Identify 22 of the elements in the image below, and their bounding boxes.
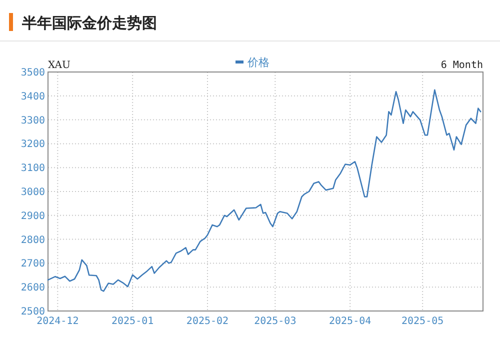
line-series bbox=[47, 89, 482, 292]
x-tick-label: 2025-02 bbox=[186, 316, 229, 327]
chart-title: 半年国际金价走势图 bbox=[21, 14, 157, 32]
y-tick-label: 2800 bbox=[20, 234, 45, 246]
y-tick-label: 2900 bbox=[20, 210, 45, 222]
y-tick-label: 3400 bbox=[20, 91, 45, 102]
text: XAU bbox=[48, 60, 70, 71]
y-tick-label: 2600 bbox=[20, 282, 45, 294]
y-tick-label: 3300 bbox=[20, 115, 45, 126]
y-tick-label: 2500 bbox=[20, 306, 45, 318]
y-tick-label: 3000 bbox=[20, 187, 45, 198]
x-tick-label: 2025-05 bbox=[402, 316, 444, 327]
y-tick-label: 3100 bbox=[20, 163, 45, 174]
legend-label: 价格 bbox=[246, 56, 270, 69]
x-tick-label: 2025-01 bbox=[112, 316, 154, 327]
y-tick-label: 3500 bbox=[20, 68, 45, 78]
x-tick-label: 2025-04 bbox=[329, 316, 372, 327]
text: 6 Month bbox=[440, 60, 483, 71]
x-tick-label: 2024-12 bbox=[36, 316, 79, 327]
y-tick-label: 3200 bbox=[20, 139, 45, 150]
x-tick-label: 2025-03 bbox=[254, 316, 296, 327]
y-tick-label: 2700 bbox=[20, 258, 45, 270]
